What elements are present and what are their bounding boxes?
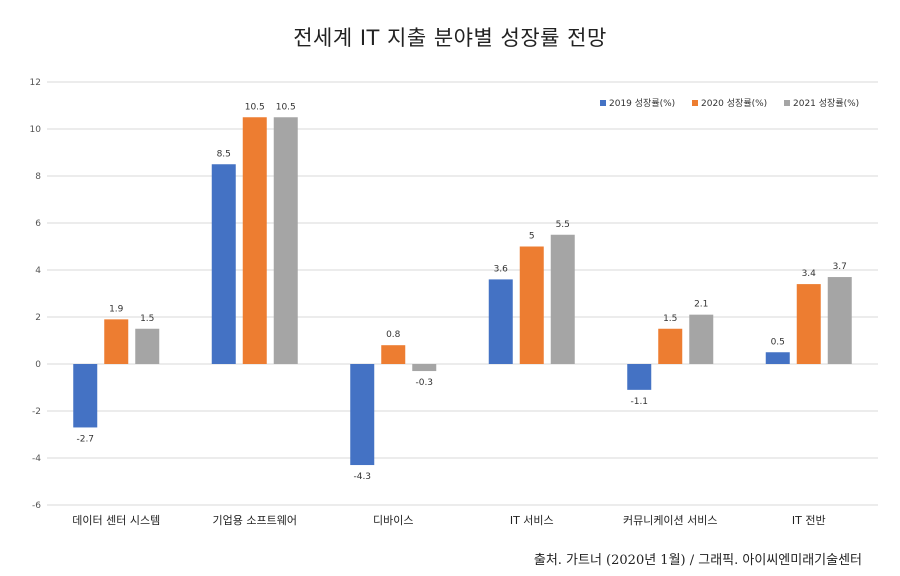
bar <box>412 364 437 372</box>
legend-swatch <box>600 100 606 106</box>
bar <box>827 277 852 364</box>
data-label: 0.8 <box>386 330 401 340</box>
bar <box>104 319 129 364</box>
category-label: 기업용 소프트웨어 <box>213 514 297 527</box>
legend: 2019 성장률(%) 2020 성장률(%) 2021 성장률(%) <box>600 98 859 109</box>
bar <box>519 246 544 364</box>
data-label: -4.3 <box>353 472 371 482</box>
data-label: 3.6 <box>494 264 509 274</box>
category-label: 커뮤니케이션 서비스 <box>623 514 718 527</box>
bars <box>73 117 852 466</box>
data-label: 3.7 <box>833 262 847 272</box>
y-tick-label: 4 <box>35 266 41 276</box>
category-label: 디바이스 <box>373 514 413 527</box>
data-label: -1.1 <box>630 397 648 407</box>
data-label: 10.5 <box>276 102 296 112</box>
bar <box>135 328 160 364</box>
y-tick-label: -4 <box>32 454 41 464</box>
y-tick-label: 8 <box>35 172 41 182</box>
y-tick-label: 2 <box>35 313 41 323</box>
chart-title: 전세계 IT 지출 분야별 성장률 전망 <box>293 26 607 50</box>
source-note: 출처. 가트너 (2020년 1월) / 그래픽. 아이씨엔미래기술센터 <box>533 553 862 568</box>
bar <box>381 345 406 364</box>
data-labels: -2.7 1.9 1.5 8.5 10.5 10.5 -4.3 0.8 -0.3 3.6 5 5.5 -… <box>76 102 846 482</box>
legend-swatch <box>784 100 790 106</box>
y-axis-ticks: -6 -4 -2 0 2 4 6 8 10 12 <box>30 78 42 511</box>
y-tick-label: 6 <box>35 219 41 229</box>
bar <box>689 314 714 364</box>
data-label: 0.5 <box>771 337 785 347</box>
bar <box>796 284 821 364</box>
legend-swatch <box>692 100 698 106</box>
data-label: 1.9 <box>109 304 124 314</box>
category-label: IT 전반 <box>792 514 826 527</box>
bar <box>273 117 298 364</box>
category-label: 데이터 센터 시스템 <box>72 514 160 527</box>
bar <box>658 328 683 364</box>
y-tick-label: 0 <box>35 360 41 370</box>
bar <box>242 117 267 364</box>
data-label: 2.1 <box>694 300 708 310</box>
category-labels: 데이터 센터 시스템 기업용 소프트웨어 디바이스 IT 서비스 커뮤니케이션 서비스 I… <box>72 514 825 527</box>
data-label: 3.4 <box>802 269 817 279</box>
data-label: 10.5 <box>245 102 265 112</box>
y-tick-label: 10 <box>30 125 42 135</box>
y-tick-label: -6 <box>32 501 41 511</box>
data-label: 5.5 <box>556 220 570 230</box>
legend-label: 2019 성장률(%) <box>609 98 675 109</box>
bar <box>765 352 790 364</box>
bar <box>211 164 236 364</box>
data-label: 5 <box>529 232 535 242</box>
legend-label: 2020 성장률(%) <box>701 98 767 109</box>
legend-label: 2021 성장률(%) <box>793 98 859 109</box>
data-label: -0.3 <box>415 378 433 388</box>
data-label: -2.7 <box>76 434 94 444</box>
data-label: 1.5 <box>140 314 154 324</box>
category-label: IT 서비스 <box>510 514 554 527</box>
bar <box>73 364 98 428</box>
data-label: 8.5 <box>217 149 231 159</box>
data-label: 1.5 <box>663 314 677 324</box>
y-tick-label: 12 <box>30 78 41 88</box>
gridlines <box>47 81 878 506</box>
y-tick-label: -2 <box>32 407 41 417</box>
bar <box>627 364 652 390</box>
bar <box>488 279 513 364</box>
bar <box>350 364 375 466</box>
bar <box>550 234 575 364</box>
